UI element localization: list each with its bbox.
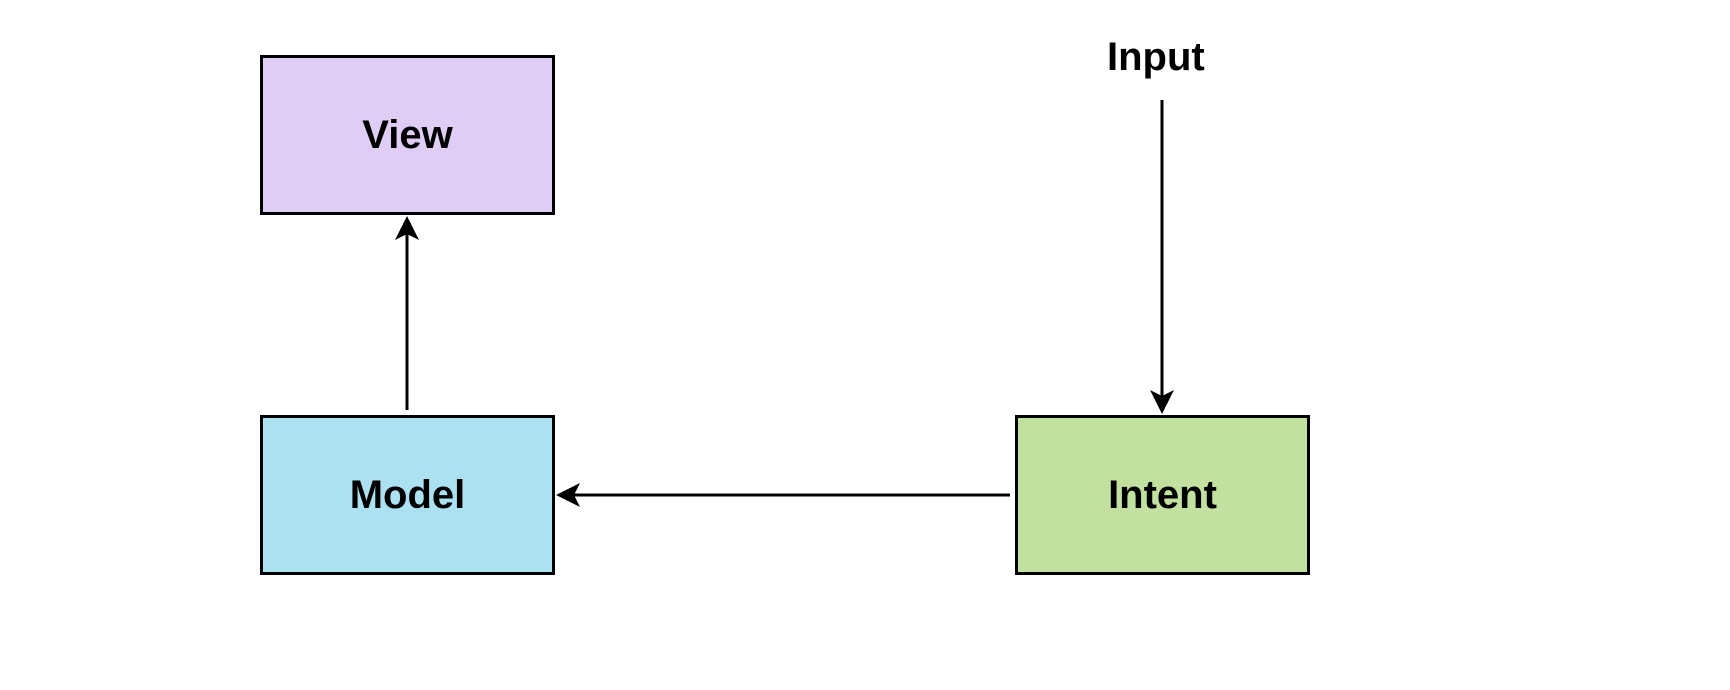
node-model-label: Model: [350, 473, 466, 518]
diagram-canvas: View Model Intent Input: [0, 0, 1730, 690]
label-input-text: Input: [1107, 35, 1205, 79]
node-intent: Intent: [1015, 415, 1310, 575]
node-view-label: View: [362, 113, 452, 158]
node-model: Model: [260, 415, 555, 575]
node-view: View: [260, 55, 555, 215]
node-intent-label: Intent: [1108, 473, 1217, 518]
label-input: Input: [1107, 35, 1205, 80]
